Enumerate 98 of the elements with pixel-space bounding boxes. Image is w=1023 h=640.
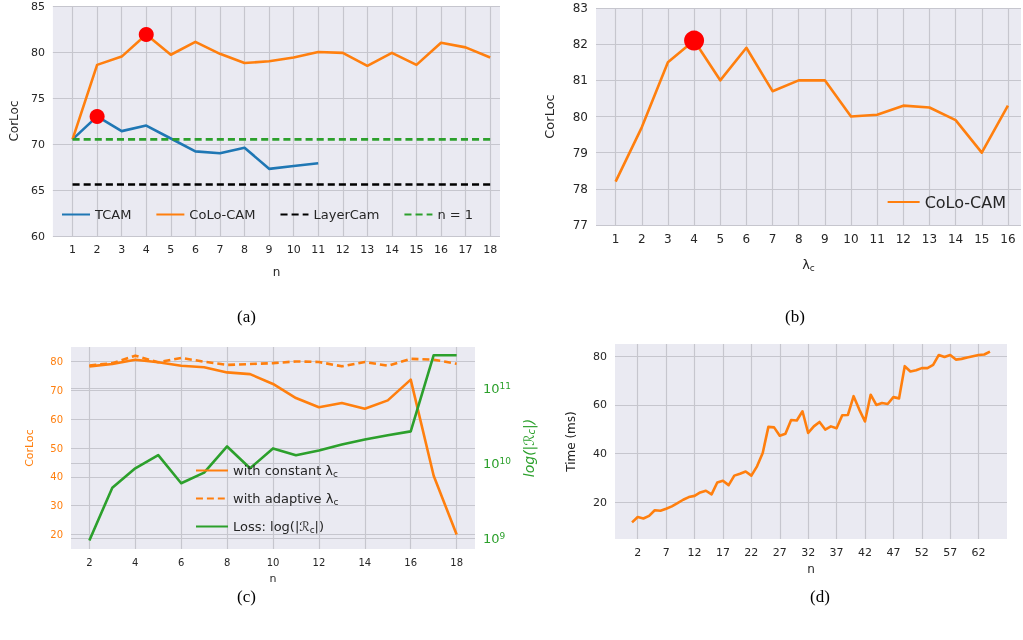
y-tick-label: 40	[50, 471, 63, 483]
text: (d)	[810, 587, 830, 606]
x-tick-label: 6	[191, 243, 199, 256]
x-tick-label: 7	[768, 232, 777, 246]
x-tick-label: 15	[974, 232, 990, 246]
y-tick-label: 30	[50, 500, 63, 512]
y-tick-label: 65	[30, 183, 45, 197]
x-tick-label: 22	[744, 546, 759, 559]
x-tick-label: 10	[843, 232, 859, 246]
x-tick-label: 1	[69, 243, 77, 256]
y-tick-label: 83	[572, 1, 588, 15]
x-tick-label: 27	[772, 546, 787, 559]
legend-label: CoLo-CAM	[924, 192, 1006, 212]
x-tick-label: 16	[1000, 232, 1016, 246]
x-tick-label: 9	[821, 232, 829, 246]
x-tick-label: 3	[118, 243, 126, 256]
y2-axis-title: log(|ℛc|)	[520, 418, 538, 478]
y-tick-label: 80	[50, 355, 63, 367]
x-tick-label: 62	[971, 546, 986, 559]
x-tick-label: 47	[886, 546, 901, 559]
x-tick-label: 12	[312, 556, 326, 568]
x-tick-label: 8	[241, 243, 249, 256]
x-tick-label: 9	[265, 243, 273, 256]
x-tick-label: 1	[611, 232, 620, 246]
x-tick-label: 4	[132, 556, 139, 568]
text: (b)	[785, 307, 805, 326]
y-axis-title: CorLoc	[7, 100, 21, 142]
x-tick-label: 12	[895, 232, 911, 246]
x-tick-label: 14	[358, 556, 372, 568]
y-tick-label: 82	[572, 37, 588, 52]
line-series	[630, 350, 992, 524]
x-tick-label: 15	[409, 243, 424, 256]
x-tick-label: 14	[384, 243, 399, 256]
x-tick-label: 17	[458, 243, 473, 256]
x-tick-label: 16	[434, 243, 449, 256]
x-tick-label: 2	[86, 556, 93, 568]
x-tick-label: 52	[914, 546, 929, 559]
y-tick-label: 60	[593, 398, 607, 412]
y-tick-label: 77	[572, 218, 588, 232]
legend-label: CoLo-CAM	[189, 207, 256, 222]
x-axis-title: n	[272, 265, 281, 279]
y-axis-title: Time (ms)	[564, 411, 578, 473]
x-tick-label: 13	[360, 243, 375, 256]
text: (a)	[237, 307, 256, 326]
legend-label: n = 1	[437, 207, 474, 222]
y-tick-label: 80	[572, 109, 588, 124]
x-tick-label: 2	[634, 546, 642, 559]
y-tick-label: 81	[572, 73, 588, 88]
x-tick-label: 6	[742, 232, 751, 246]
x-tick-label: 4	[690, 232, 698, 246]
y-tick-label: 85	[30, 0, 45, 13]
x-tick-label: 32	[801, 546, 816, 559]
x-tick-label: 17	[715, 546, 730, 559]
x-tick-label: 5	[716, 232, 725, 246]
x-axis-title: n	[807, 562, 815, 576]
legend-label: LayerCam	[313, 207, 380, 222]
legend-label: TCAM	[94, 207, 132, 222]
y-tick-label: 80	[30, 45, 45, 59]
y-tick-label: 60	[30, 229, 45, 243]
x-tick-label: 7	[216, 243, 224, 256]
x-tick-label: 10	[266, 556, 280, 568]
x-tick-label: 37	[829, 546, 844, 559]
x-tick-label: 5	[167, 243, 175, 256]
x-tick-label: 14	[947, 232, 964, 246]
x-tick-label: 2	[93, 243, 101, 256]
y-tick-label: 70	[50, 384, 63, 396]
x-axis-title: n	[269, 572, 277, 585]
x-tick-label: 12	[687, 546, 702, 559]
x-tick-label: 18	[483, 243, 498, 256]
y-tick-label: 20	[50, 529, 63, 541]
y-tick-label: 70	[30, 137, 45, 151]
x-tick-label: 16	[404, 556, 418, 568]
x-tick-label: 7	[662, 546, 670, 559]
x-tick-label: 4	[142, 243, 150, 256]
x-tick-label: 6	[177, 556, 185, 568]
y-axis-title: CorLoc	[542, 94, 557, 139]
x-tick-label: 8	[223, 556, 231, 568]
x-tick-label: 13	[921, 232, 938, 246]
y-tick-label: 78	[572, 181, 588, 196]
y-tick-label: 80	[593, 349, 607, 363]
y-tick-label: 40	[593, 447, 607, 461]
y-tick-label: 20	[593, 495, 607, 509]
y-tick-label: 75	[30, 91, 45, 105]
y-tick-label: 79	[572, 145, 588, 160]
text: (c)	[237, 587, 256, 606]
y-tick-label: 60	[50, 413, 63, 425]
x-tick-label: 10	[286, 243, 301, 256]
x-tick-label: 42	[857, 546, 872, 559]
x-tick-label: 57	[943, 546, 958, 559]
x-tick-label: 11	[311, 243, 326, 256]
y-axis-title: CorLoc	[23, 429, 36, 467]
x-tick-label: 18	[450, 556, 463, 568]
y-tick-label: 50	[50, 442, 63, 454]
x-tick-label: 8	[794, 232, 803, 246]
x-tick-label: 11	[869, 232, 885, 246]
x-tick-label: 2	[637, 232, 646, 246]
x-tick-label: 3	[664, 232, 672, 246]
x-tick-label: 12	[335, 243, 350, 256]
